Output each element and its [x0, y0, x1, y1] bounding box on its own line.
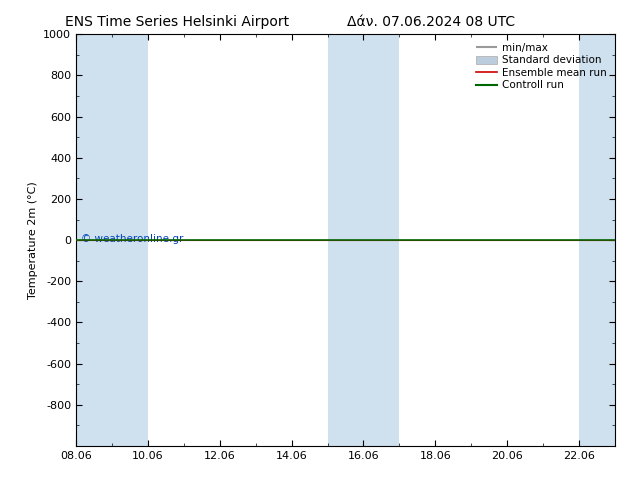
Bar — [112, 34, 148, 446]
Text: Δάν. 07.06.2024 08 UTC: Δάν. 07.06.2024 08 UTC — [347, 15, 515, 29]
Text: © weatheronline.gr: © weatheronline.gr — [81, 234, 184, 245]
Legend: min/max, Standard deviation, Ensemble mean run, Controll run: min/max, Standard deviation, Ensemble me… — [473, 40, 610, 94]
Bar — [579, 34, 615, 446]
Text: ENS Time Series Helsinki Airport: ENS Time Series Helsinki Airport — [65, 15, 290, 29]
Bar — [363, 34, 399, 446]
Bar — [328, 34, 363, 446]
Bar — [76, 34, 112, 446]
Y-axis label: Temperature 2m (°C): Temperature 2m (°C) — [28, 181, 37, 299]
